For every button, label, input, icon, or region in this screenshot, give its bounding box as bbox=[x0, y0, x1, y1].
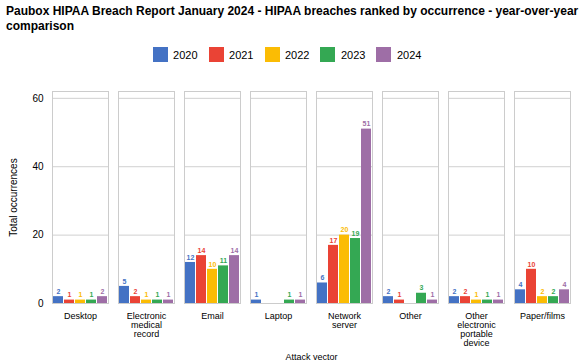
svg-text:Otherelectronicportabledevice: Otherelectronicportabledevice bbox=[457, 310, 496, 347]
svg-text:10: 10 bbox=[209, 260, 217, 267]
svg-text:Email: Email bbox=[201, 310, 224, 320]
svg-text:1: 1 bbox=[167, 291, 171, 298]
svg-text:0: 0 bbox=[38, 297, 44, 308]
svg-text:2: 2 bbox=[101, 287, 105, 294]
svg-text:Attack vector: Attack vector bbox=[285, 351, 337, 361]
svg-text:6: 6 bbox=[321, 274, 325, 281]
svg-text:1: 1 bbox=[90, 291, 94, 298]
svg-text:2: 2 bbox=[57, 287, 61, 294]
svg-text:60: 60 bbox=[32, 92, 44, 103]
html-text:2022: 2022 bbox=[285, 48, 310, 61]
svg-text:Total occurrences: Total occurrences bbox=[8, 158, 19, 236]
svg-text:1: 1 bbox=[398, 291, 402, 298]
svg-text:2: 2 bbox=[387, 287, 391, 294]
svg-text:14: 14 bbox=[198, 246, 206, 253]
svg-text:1: 1 bbox=[431, 291, 435, 298]
svg-text:19: 19 bbox=[352, 229, 360, 236]
svg-text:5: 5 bbox=[123, 277, 127, 284]
svg-text:1: 1 bbox=[255, 291, 259, 298]
svg-text:11: 11 bbox=[220, 257, 228, 264]
html-text:Paubox HIPAA Breach Report Jan: Paubox HIPAA Breach Report January 2024 … bbox=[6, 4, 579, 33]
svg-text:17: 17 bbox=[330, 236, 338, 243]
svg-text:Networkserver: Networkserver bbox=[328, 310, 362, 329]
svg-text:10: 10 bbox=[528, 260, 536, 267]
svg-text:14: 14 bbox=[231, 246, 239, 253]
html-text:2020: 2020 bbox=[173, 48, 198, 61]
svg-text:1: 1 bbox=[486, 291, 490, 298]
svg-text:1: 1 bbox=[145, 291, 149, 298]
svg-text:1: 1 bbox=[288, 291, 292, 298]
svg-text:2: 2 bbox=[552, 287, 556, 294]
svg-text:20: 20 bbox=[341, 226, 349, 233]
svg-text:2: 2 bbox=[453, 287, 457, 294]
svg-text:Paper/films: Paper/films bbox=[520, 310, 566, 320]
svg-text:51: 51 bbox=[363, 120, 371, 127]
svg-text:4: 4 bbox=[519, 281, 523, 288]
svg-text:1: 1 bbox=[79, 291, 83, 298]
html-text:2024: 2024 bbox=[397, 48, 422, 61]
svg-text:Electronicmedicalrecord: Electronicmedicalrecord bbox=[127, 310, 167, 338]
svg-text:20: 20 bbox=[32, 229, 44, 240]
svg-text:2: 2 bbox=[134, 287, 138, 294]
svg-text:3: 3 bbox=[420, 284, 424, 291]
svg-text:4: 4 bbox=[563, 281, 567, 288]
svg-text:12: 12 bbox=[187, 253, 195, 260]
svg-text:Laptop: Laptop bbox=[265, 310, 293, 320]
svg-text:1: 1 bbox=[156, 291, 160, 298]
svg-text:2: 2 bbox=[541, 287, 545, 294]
html-text:2021: 2021 bbox=[229, 48, 254, 61]
svg-text:1: 1 bbox=[497, 291, 501, 298]
svg-text:2: 2 bbox=[464, 287, 468, 294]
svg-text:Desktop: Desktop bbox=[64, 310, 97, 320]
svg-text:Other: Other bbox=[399, 310, 422, 320]
svg-text:1: 1 bbox=[68, 291, 72, 298]
svg-text:1: 1 bbox=[299, 291, 303, 298]
html-text:2023: 2023 bbox=[341, 48, 366, 61]
svg-text:40: 40 bbox=[32, 160, 44, 171]
svg-text:1: 1 bbox=[475, 291, 479, 298]
